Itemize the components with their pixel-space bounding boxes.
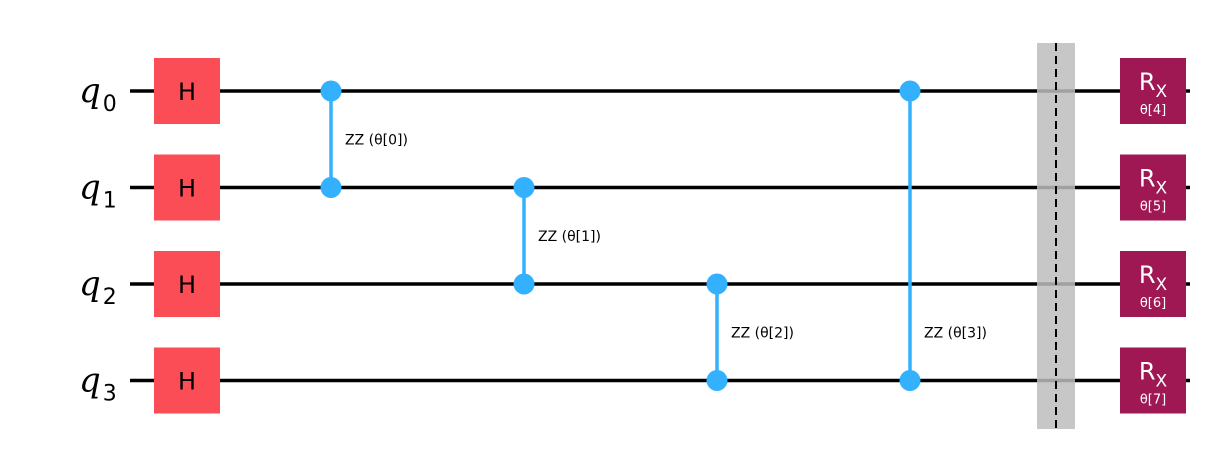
rx-gate-param: θ[7] — [1140, 393, 1166, 408]
h-gate-box — [154, 154, 220, 221]
qubit-label-0: q0 — [79, 71, 117, 117]
rx-letter: R — [1139, 68, 1156, 96]
rx-gate-param: θ[5] — [1140, 200, 1166, 215]
qubit-index: 1 — [103, 189, 117, 214]
h-gate-0: H — [154, 58, 220, 124]
qubit-wires — [130, 89, 1190, 383]
rx-letter: R — [1139, 261, 1156, 289]
zz-gate-0: ZZ (θ[0]) — [320, 80, 408, 198]
zz-gate-label: ZZ (θ[2]) — [731, 325, 794, 341]
h-gate-3: H — [154, 347, 220, 414]
rx-letter: R — [1139, 358, 1156, 386]
rx-gate-name: RX — [1139, 261, 1168, 295]
h-gate-box — [154, 251, 220, 317]
h-gate-label: H — [178, 78, 196, 106]
rx-gate-2: RXθ[6] — [1120, 251, 1186, 317]
rx-gate-name: RX — [1139, 358, 1168, 392]
h-gate-label: H — [178, 271, 196, 299]
qubit-letter: q — [79, 361, 101, 401]
zz-target-dot — [706, 370, 728, 391]
barrier — [1037, 43, 1075, 429]
rx-gate-box — [1120, 154, 1186, 221]
rx-gate-box — [1120, 251, 1186, 317]
zz-control-dot — [320, 80, 342, 102]
rx-subscript: X — [1156, 82, 1168, 102]
zz-gate-label: ZZ (θ[3]) — [924, 326, 987, 342]
h-gate-box — [154, 58, 220, 124]
qubit-label-1: q1 — [79, 168, 117, 214]
h-gate-label: H — [178, 175, 196, 203]
h-gate-1: H — [154, 154, 220, 221]
zz-gate-1: ZZ (θ[1]) — [513, 177, 601, 295]
h-gate-label: H — [178, 368, 196, 396]
rx-gate-param: θ[6] — [1140, 296, 1166, 311]
zz-control-dot — [513, 177, 535, 198]
zz-gate-label: ZZ (θ[0]) — [345, 132, 408, 148]
qubit-label-2: q2 — [79, 264, 117, 310]
zz-gate-2: ZZ (θ[2]) — [706, 273, 794, 391]
zz-gate-label: ZZ (θ[1]) — [538, 229, 601, 245]
rx-letter: R — [1139, 165, 1156, 193]
qubit-index: 3 — [103, 382, 117, 407]
qubit-label-3: q3 — [79, 361, 117, 407]
rx-gate-box — [1120, 347, 1186, 414]
zz-gate-3: ZZ (θ[3]) — [899, 80, 987, 391]
rx-gate-0: RXθ[4] — [1120, 58, 1186, 124]
zz-gates: ZZ (θ[0]) ZZ (θ[1]) ZZ (θ[2]) ZZ (θ[3]) — [320, 80, 987, 391]
zz-control-dot — [706, 273, 728, 295]
rx-subscript: X — [1156, 179, 1168, 199]
rx-subscript: X — [1156, 275, 1168, 295]
qubit-index: 2 — [103, 285, 117, 310]
h-gate-box — [154, 347, 220, 414]
hadamard-gates: H H H H — [154, 58, 220, 414]
qubit-index: 0 — [103, 92, 117, 117]
zz-target-dot — [320, 177, 342, 198]
rx-gate-box — [1120, 58, 1186, 124]
rx-gate-param: θ[4] — [1140, 103, 1166, 118]
qubit-letter: q — [79, 264, 101, 304]
zz-control-dot — [899, 80, 921, 102]
rx-gates: RXθ[4]RXθ[5]RXθ[6]RXθ[7] — [1120, 58, 1186, 414]
rx-gate-name: RX — [1139, 165, 1168, 199]
zz-target-dot — [513, 273, 535, 295]
h-gate-2: H — [154, 251, 220, 317]
rx-subscript: X — [1156, 372, 1168, 392]
barrier-band — [1037, 43, 1075, 429]
rx-gate-name: RX — [1139, 68, 1168, 102]
rx-gate-1: RXθ[5] — [1120, 154, 1186, 221]
qubit-letter: q — [79, 71, 101, 111]
zz-target-dot — [899, 370, 921, 391]
qubit-letter: q — [79, 168, 101, 208]
rx-gate-3: RXθ[7] — [1120, 347, 1186, 414]
